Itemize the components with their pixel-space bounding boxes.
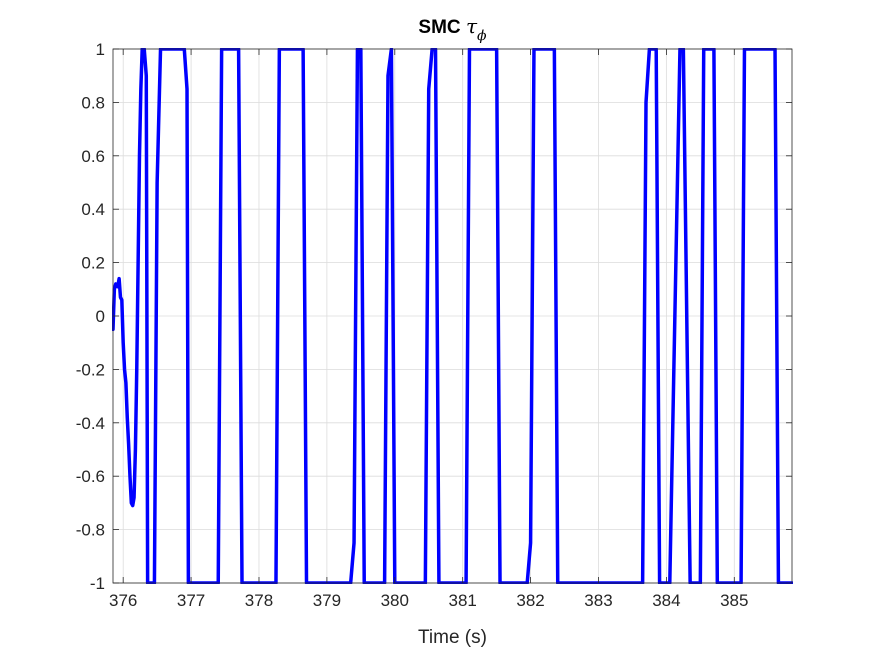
- left-mask: [0, 0, 112, 656]
- y-tick-label: -0.4: [76, 414, 105, 433]
- x-tick-label: 384: [652, 591, 680, 610]
- bottom-mask: [0, 584, 875, 656]
- x-tick-label: 376: [109, 591, 137, 610]
- chart-title: SMC τϕ: [418, 14, 487, 44]
- y-tick-label: -0.6: [76, 467, 105, 486]
- y-tick-label: 0.4: [81, 200, 105, 219]
- x-tick-label: 378: [245, 591, 273, 610]
- y-tick-label: 1: [96, 40, 105, 59]
- chart-title-subscript: ϕ: [477, 28, 487, 44]
- right-mask: [793, 0, 875, 656]
- x-tick-label: 379: [313, 591, 341, 610]
- chart-title-text: SMC: [418, 17, 461, 38]
- y-tick-label: 0.8: [81, 93, 105, 112]
- y-tick-label: 0.6: [81, 147, 105, 166]
- x-tick-label: 385: [720, 591, 748, 610]
- x-tick-label: 380: [381, 591, 409, 610]
- top-mask: [0, 0, 875, 48]
- y-tick-label: -1: [90, 574, 105, 593]
- chart-title-symbol: τ: [466, 14, 478, 38]
- x-axis-label: Time (s): [418, 627, 487, 648]
- x-tick-label: 383: [584, 591, 612, 610]
- x-tick-label: 377: [177, 591, 205, 610]
- y-tick-label: -0.8: [76, 521, 105, 540]
- y-tick-label: 0.2: [81, 254, 105, 273]
- y-tick-label: 0: [96, 307, 105, 326]
- x-tick-label: 382: [516, 591, 544, 610]
- y-tick-label: -0.2: [76, 360, 105, 379]
- x-tick-label: 381: [448, 591, 476, 610]
